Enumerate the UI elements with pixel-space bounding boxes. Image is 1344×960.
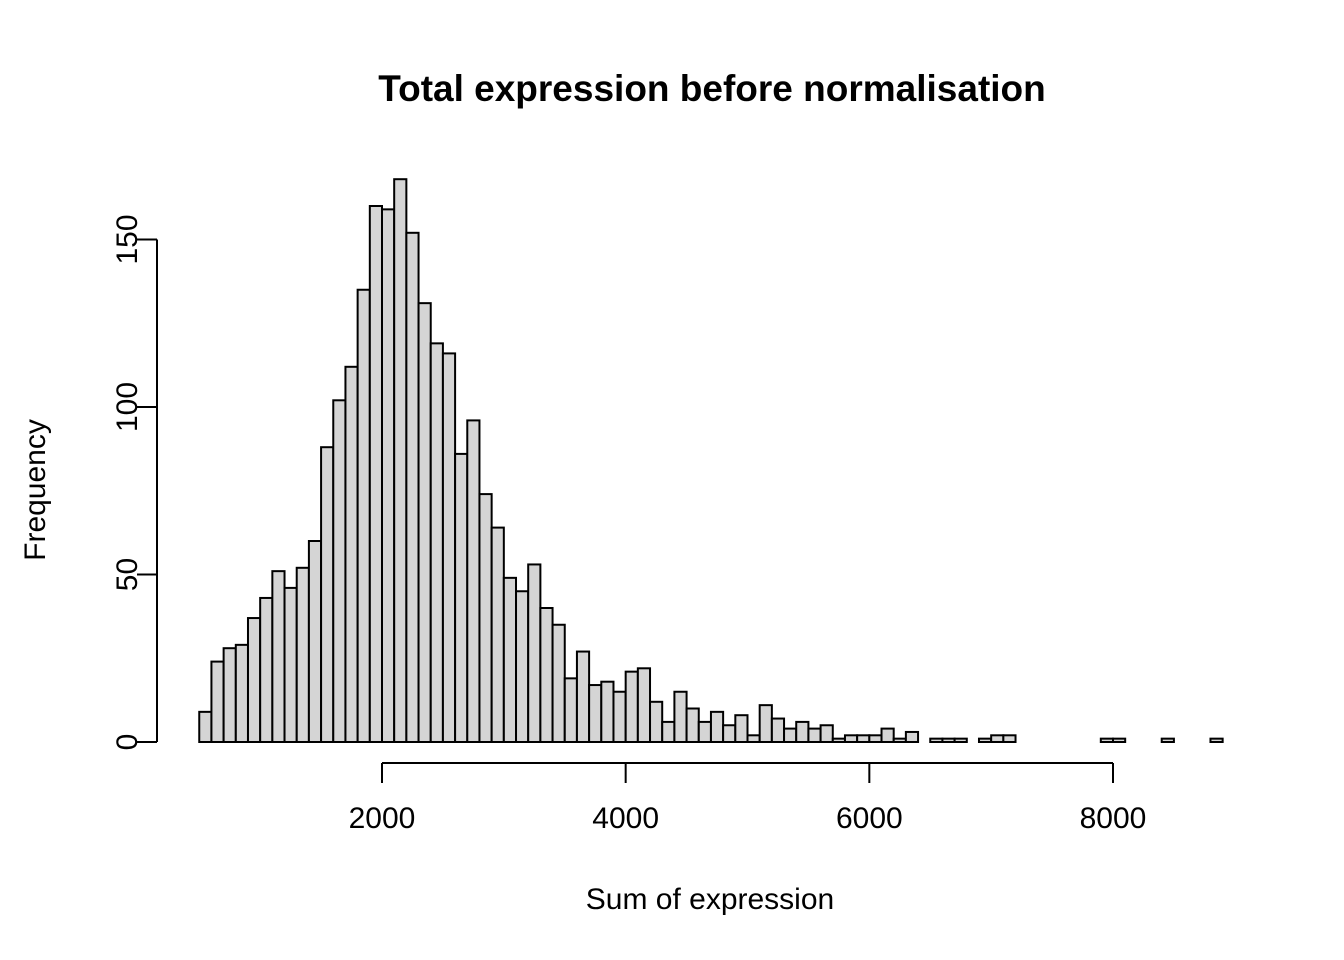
histogram-bar	[636, 667, 652, 743]
histogram-bar	[283, 586, 298, 744]
histogram-bar	[612, 690, 627, 743]
y-tick-label: 100	[111, 382, 144, 432]
histogram-bar	[551, 623, 566, 743]
histogram-bar	[1002, 734, 1017, 743]
histogram-bar	[466, 419, 481, 743]
histogram-bar	[222, 647, 237, 744]
histogram-bar	[539, 607, 554, 743]
histogram-bar	[246, 617, 262, 743]
histogram-bar	[697, 720, 712, 744]
histogram-bar	[575, 650, 591, 743]
histogram-bar	[307, 540, 323, 743]
histogram-bar	[880, 727, 895, 743]
histogram-bar	[198, 710, 213, 743]
histogram-bar	[1160, 737, 1175, 744]
y-tick-label: 50	[111, 558, 144, 591]
histogram-bar	[429, 342, 444, 743]
x-tick-label: 2000	[349, 802, 416, 835]
histogram-bar	[1112, 737, 1127, 744]
histogram-bar	[831, 737, 846, 744]
histogram-bar	[527, 563, 542, 744]
histogram-bar	[1099, 737, 1114, 744]
histogram-bar	[515, 590, 530, 743]
histogram-bar	[795, 720, 810, 744]
histogram-bar	[234, 643, 249, 743]
histogram-bar	[758, 704, 773, 744]
histogram-bar	[381, 208, 396, 744]
y-axis-title: Frequency	[19, 419, 52, 561]
histogram-bar	[502, 576, 518, 743]
histogram-bar	[332, 399, 347, 743]
histogram-bar	[320, 446, 335, 743]
histogram-bar	[977, 737, 993, 744]
histogram-bar	[770, 717, 786, 743]
histogram-bar	[441, 352, 457, 743]
histogram-bar	[990, 734, 1005, 743]
y-tick-label: 150	[111, 214, 144, 264]
histogram-bar	[807, 727, 822, 743]
histogram-bar	[929, 737, 944, 744]
histogram-bar	[344, 365, 359, 743]
histogram-bar	[892, 737, 907, 744]
histogram-bar	[259, 596, 274, 744]
histogram-bar	[405, 231, 420, 744]
histogram-bar	[368, 205, 384, 743]
histogram-bars	[198, 178, 1224, 744]
x-axis: 2000 4000 6000 8000	[349, 762, 1147, 835]
chart-title: Total expression before normalisation	[378, 68, 1046, 109]
histogram-bar	[734, 714, 749, 744]
histogram-bar	[722, 724, 737, 743]
histogram-bar	[709, 710, 725, 743]
histogram-bar	[819, 724, 834, 743]
histogram-bar	[295, 566, 310, 743]
histogram-bar	[1209, 737, 1224, 744]
histogram-bar	[843, 734, 859, 743]
histogram-bar	[210, 660, 225, 743]
histogram-bar	[953, 737, 968, 744]
x-tick-label: 4000	[592, 802, 659, 835]
histogram-bar	[417, 302, 432, 743]
histogram-bar	[856, 734, 871, 743]
histogram-bar	[673, 690, 688, 743]
y-axis: 0 50 100 150	[111, 214, 158, 751]
x-tick-label: 8000	[1080, 802, 1147, 835]
histogram-bar	[868, 734, 883, 743]
histogram-bar	[649, 700, 664, 743]
histogram-bar	[783, 727, 798, 743]
histogram-bar	[600, 680, 615, 744]
histogram-bar	[661, 720, 676, 744]
histogram-bar	[941, 737, 956, 744]
x-axis-title: Sum of expression	[586, 883, 834, 916]
histogram-bar	[746, 734, 761, 743]
y-tick-label: 0	[111, 734, 144, 751]
histogram-bar	[356, 288, 371, 743]
x-tick-label: 6000	[836, 802, 903, 835]
histogram-bar	[904, 730, 920, 744]
histogram-bar	[490, 526, 505, 743]
histogram-bar	[624, 670, 639, 744]
histogram-bar	[563, 677, 578, 743]
histogram-bar	[454, 452, 469, 743]
histogram-bar	[685, 707, 700, 743]
histogram-bar	[271, 570, 286, 744]
histogram-bar	[393, 178, 408, 743]
histogram-bar	[588, 684, 603, 743]
histogram-bar	[478, 493, 493, 743]
